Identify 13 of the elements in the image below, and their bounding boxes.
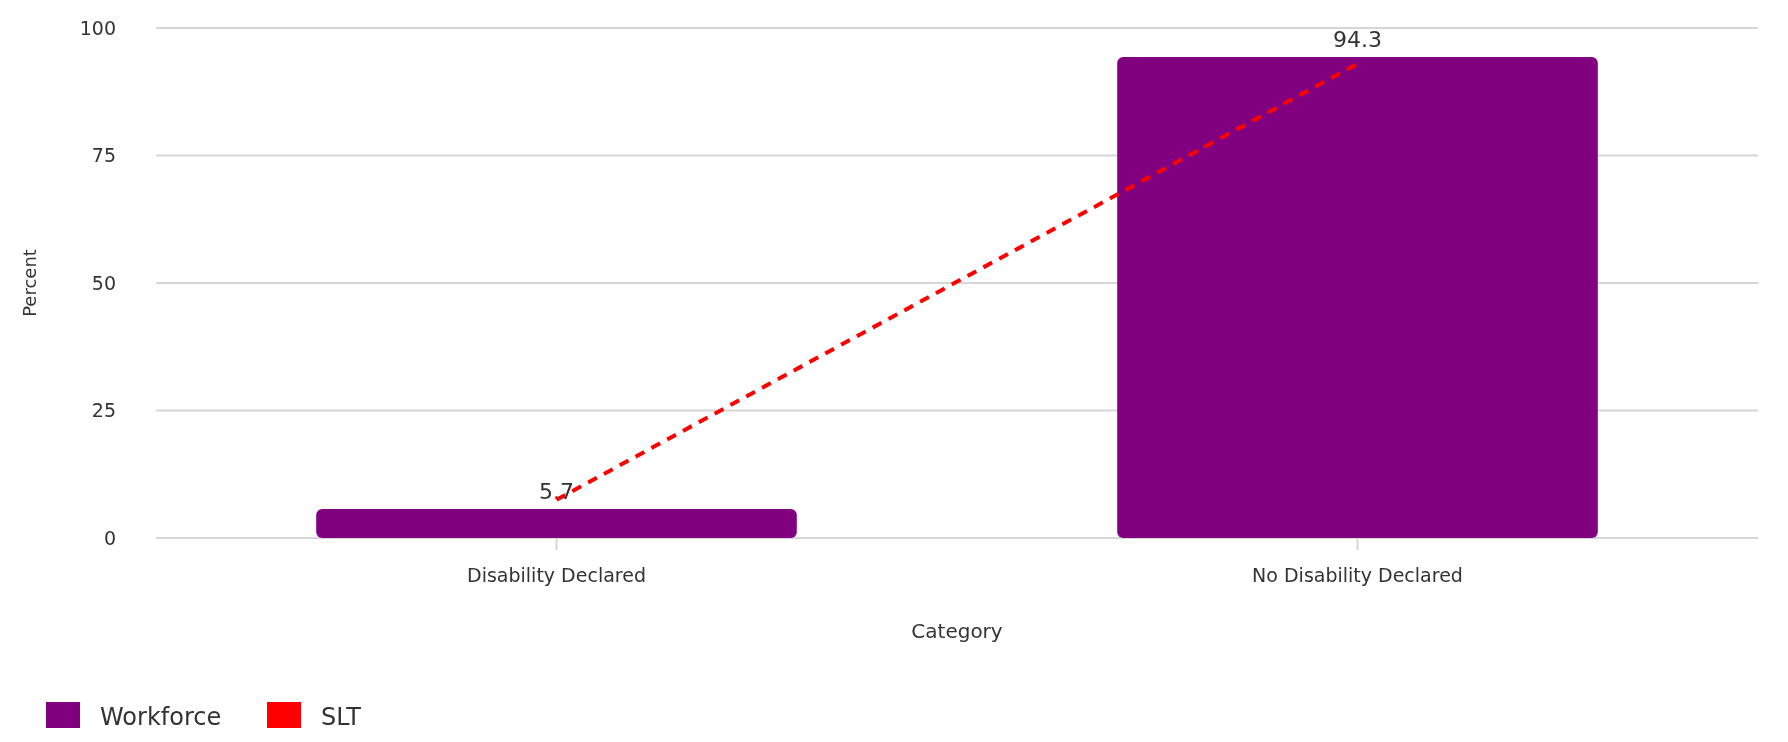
data-label: 94.3: [1333, 27, 1382, 53]
y-tick-label: 50: [91, 271, 116, 294]
x-axis-title: Category: [911, 619, 1003, 643]
legend-label: SLT: [321, 703, 362, 732]
x-tick-label: No Disability Declared: [1252, 564, 1463, 586]
legend-label: Workforce: [100, 703, 222, 732]
y-tick-label: 0: [103, 526, 116, 549]
y-tick-label: 25: [91, 399, 116, 422]
y-axis-title: Percent: [19, 249, 40, 317]
y-tick-label: 75: [91, 144, 116, 167]
data-label: 5.7: [539, 478, 574, 504]
x-tick-label: Disability Declared: [467, 564, 646, 586]
y-tick-label: 100: [79, 16, 116, 39]
